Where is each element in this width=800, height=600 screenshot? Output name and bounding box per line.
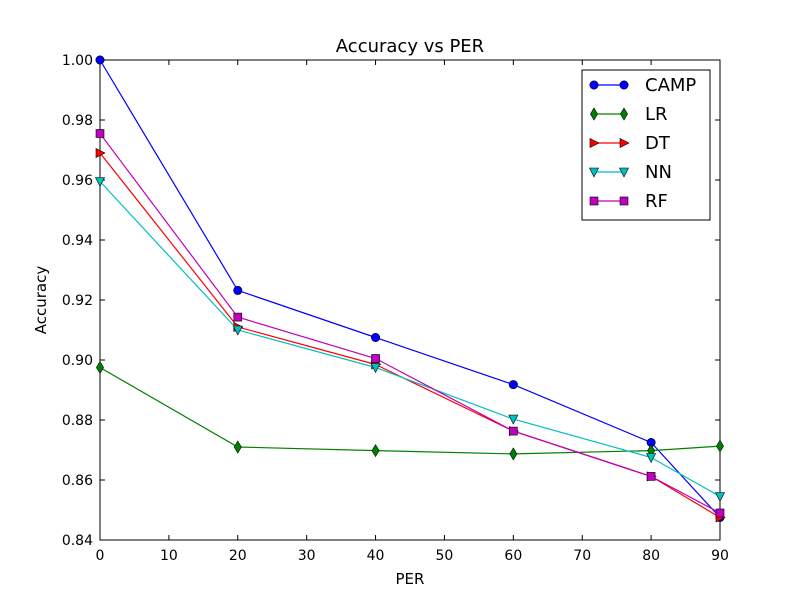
data-point-rf: [715, 508, 725, 518]
data-point-nn: [508, 414, 519, 425]
series-line-camp: [99, 59, 721, 518]
y-tick-label: 0.92: [62, 293, 93, 309]
data-point-lr: [233, 440, 242, 454]
y-tick-label: 0.96: [62, 173, 93, 189]
y-tick-label: 1.00: [62, 53, 93, 69]
data-point-camp: [371, 332, 381, 342]
x-axis-title: PER: [396, 570, 425, 588]
legend-marker-nn: [619, 167, 629, 178]
data-point-nn: [715, 492, 725, 503]
legend-label-lr: LR: [645, 104, 668, 125]
series-line-nn: [99, 181, 721, 498]
legend-label-rf: RF: [645, 191, 668, 212]
y-tick-label: 0.90: [62, 353, 93, 369]
y-tick-label: 0.86: [62, 473, 93, 489]
legend: CAMP LR DT NN RF: [581, 69, 711, 221]
data-point-rf: [95, 129, 105, 138]
data-point-camp: [508, 380, 518, 390]
data-point-nn: [370, 363, 381, 374]
series-line-dt: [99, 152, 721, 519]
data-point-dt: [95, 148, 106, 158]
legend-marker-rf: [589, 196, 599, 206]
y-axis-title: Accuracy: [32, 266, 50, 335]
data-point-lr: [509, 447, 518, 461]
x-tick-label: 50: [436, 548, 454, 564]
x-tick-label: 0: [96, 548, 105, 564]
chart-title: Accuracy vs PER: [336, 36, 484, 57]
x-tick-label: 40: [367, 548, 385, 564]
y-tick-label: 0.94: [62, 233, 93, 249]
data-point-lr: [716, 439, 724, 453]
x-tick-label: 60: [504, 548, 522, 564]
data-point-camp: [95, 55, 105, 65]
legend-marker-camp: [619, 80, 629, 90]
series-line-lr: [99, 366, 721, 455]
x-tick-label: 80: [642, 548, 660, 564]
y-tick-label: 0.88: [62, 413, 93, 429]
x-tick-label: 20: [229, 548, 247, 564]
x-tick-label: 70: [573, 548, 591, 564]
data-point-rf: [233, 312, 243, 322]
legend-marker-camp: [589, 80, 599, 90]
legend-label-camp: CAMP: [645, 75, 696, 96]
data-point-nn: [646, 453, 657, 464]
series-line-rf: [99, 133, 721, 514]
data-point-rf: [646, 472, 656, 481]
legend-marker-dt: [589, 138, 600, 148]
legend-label-nn: NN: [645, 162, 672, 183]
data-point-nn: [232, 325, 243, 336]
data-point-lr: [371, 444, 380, 458]
y-tick-label: 0.84: [62, 533, 93, 549]
x-tick-label: 90: [711, 548, 729, 564]
data-point-nn: [95, 177, 105, 188]
legend-marker-dt: [619, 138, 630, 148]
data-point-rf: [509, 426, 518, 436]
legend-marker-lr: [590, 107, 598, 121]
data-point-camp: [233, 285, 243, 295]
x-tick-label: 10: [160, 548, 178, 564]
legend-marker-lr: [620, 107, 628, 121]
y-tick-label: 0.98: [62, 113, 93, 129]
legend-marker-rf: [619, 196, 629, 206]
data-point-rf: [371, 354, 380, 363]
legend-label-dt: DT: [645, 133, 671, 154]
x-tick-label: 30: [298, 548, 316, 564]
data-point-lr: [96, 360, 104, 375]
legend-marker-nn: [589, 167, 599, 178]
legend-box: [581, 69, 711, 221]
